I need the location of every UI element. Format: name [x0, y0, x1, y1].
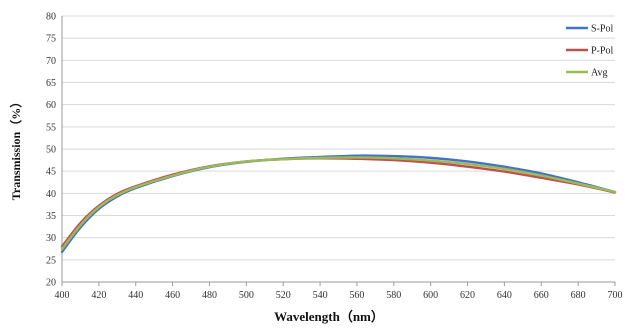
x-tick-label: 600 [423, 290, 438, 301]
legend-label-p-pol: P-Pol [591, 46, 613, 57]
x-tick-label: 680 [571, 290, 586, 301]
series-line-avg [60, 156, 617, 251]
x-tick-label: 640 [497, 290, 512, 301]
x-tick-label: 540 [313, 290, 328, 301]
y-axis-title: Transmission（%） [8, 96, 23, 200]
legend-label-avg: Avg [591, 68, 607, 79]
y-tick-label: 80 [46, 12, 56, 23]
gridlines [61, 15, 615, 283]
x-axis-title: Wavelength（nm） [274, 309, 384, 324]
x-tick-label: 500 [239, 290, 254, 301]
y-tick-label: 65 [46, 78, 56, 89]
y-tick-label: 30 [46, 233, 56, 244]
x-tick-label: 520 [276, 290, 291, 301]
y-tick-label: 60 [46, 100, 56, 111]
y-tick-label: 35 [46, 211, 56, 222]
x-tick-label: 580 [386, 290, 401, 301]
y-tick-label: 45 [46, 167, 56, 178]
x-tick-label: 480 [202, 290, 217, 301]
x-tick-label: 440 [128, 290, 143, 301]
x-tick-label: 560 [349, 290, 364, 301]
legend-label-s-pol: S-Pol [591, 24, 613, 35]
y-tick-label: 40 [46, 189, 56, 200]
y-tick-label: 75 [46, 34, 56, 45]
legend: S-Pol P-Pol Avg [566, 24, 613, 79]
y-axis-ticks: 20 25 30 35 40 45 50 55 60 65 70 75 80 [46, 12, 56, 289]
y-tick-label: 25 [46, 255, 56, 266]
y-tick-label: 20 [46, 278, 56, 289]
x-tick-label: 460 [165, 290, 180, 301]
x-tick-label: 420 [91, 290, 106, 301]
x-tick-label: 660 [534, 290, 549, 301]
y-tick-label: 50 [46, 145, 56, 156]
x-tick-label: 700 [608, 290, 623, 301]
series-lines [60, 154, 617, 254]
x-tick-label: 620 [460, 290, 475, 301]
y-tick-label: 55 [46, 122, 56, 133]
x-axis-ticks: 400 420 440 460 480 500 520 540 560 580 600 620 640 6… [55, 282, 623, 301]
x-tick-label: 400 [55, 290, 70, 301]
y-tick-label: 70 [46, 56, 56, 67]
